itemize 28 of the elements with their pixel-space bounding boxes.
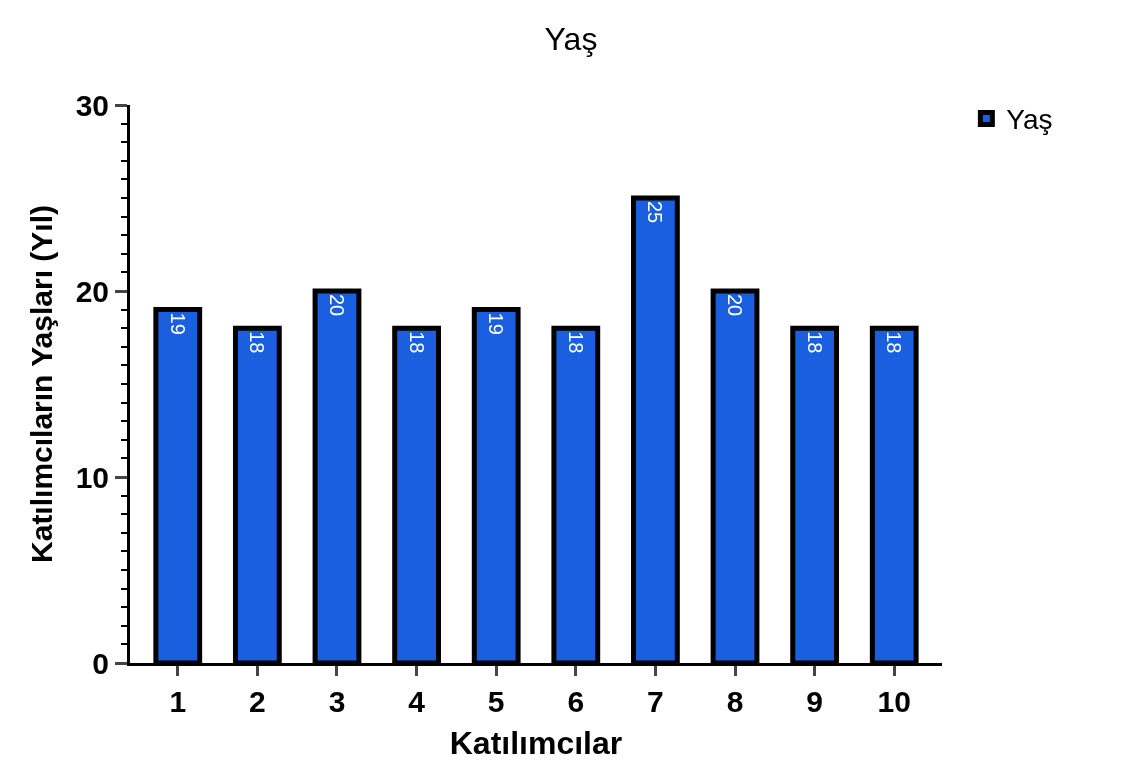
data-label: 18 xyxy=(803,331,826,354)
x-tick-label: 7 xyxy=(647,685,664,718)
chart-title: Yaş xyxy=(544,20,598,57)
data-label: 18 xyxy=(883,331,906,354)
data-label: 18 xyxy=(246,331,269,354)
y-tick-label: 0 xyxy=(92,646,109,680)
data-label: 25 xyxy=(644,201,667,224)
x-tick-label: 4 xyxy=(408,685,426,718)
y-tick-label: 20 xyxy=(75,274,109,308)
x-axis-title: Katılımcılar xyxy=(449,724,623,761)
data-label: 18 xyxy=(564,331,587,354)
x-tick-label: 3 xyxy=(328,685,346,718)
data-label: 20 xyxy=(724,294,747,317)
data-label: 19 xyxy=(485,312,508,335)
data-label: 20 xyxy=(325,294,348,317)
data-label: 18 xyxy=(405,331,428,354)
x-tick-label: 6 xyxy=(567,685,585,718)
x-tick-label: 2 xyxy=(249,685,266,718)
legend-label: Yaş xyxy=(1006,104,1053,136)
data-label: 19 xyxy=(166,312,189,335)
x-tick-label: 9 xyxy=(806,685,823,718)
y-tick-label: 30 xyxy=(75,88,109,122)
x-tick-label: 5 xyxy=(487,685,505,718)
x-tick-label: 8 xyxy=(726,685,744,718)
y-axis-title: Katılımcıların Yaşları (Yıl) xyxy=(24,205,58,563)
y-tick-label: 10 xyxy=(75,460,109,494)
x-tick-label: 1 xyxy=(169,685,187,718)
x-tick-label: 10 xyxy=(877,685,911,718)
